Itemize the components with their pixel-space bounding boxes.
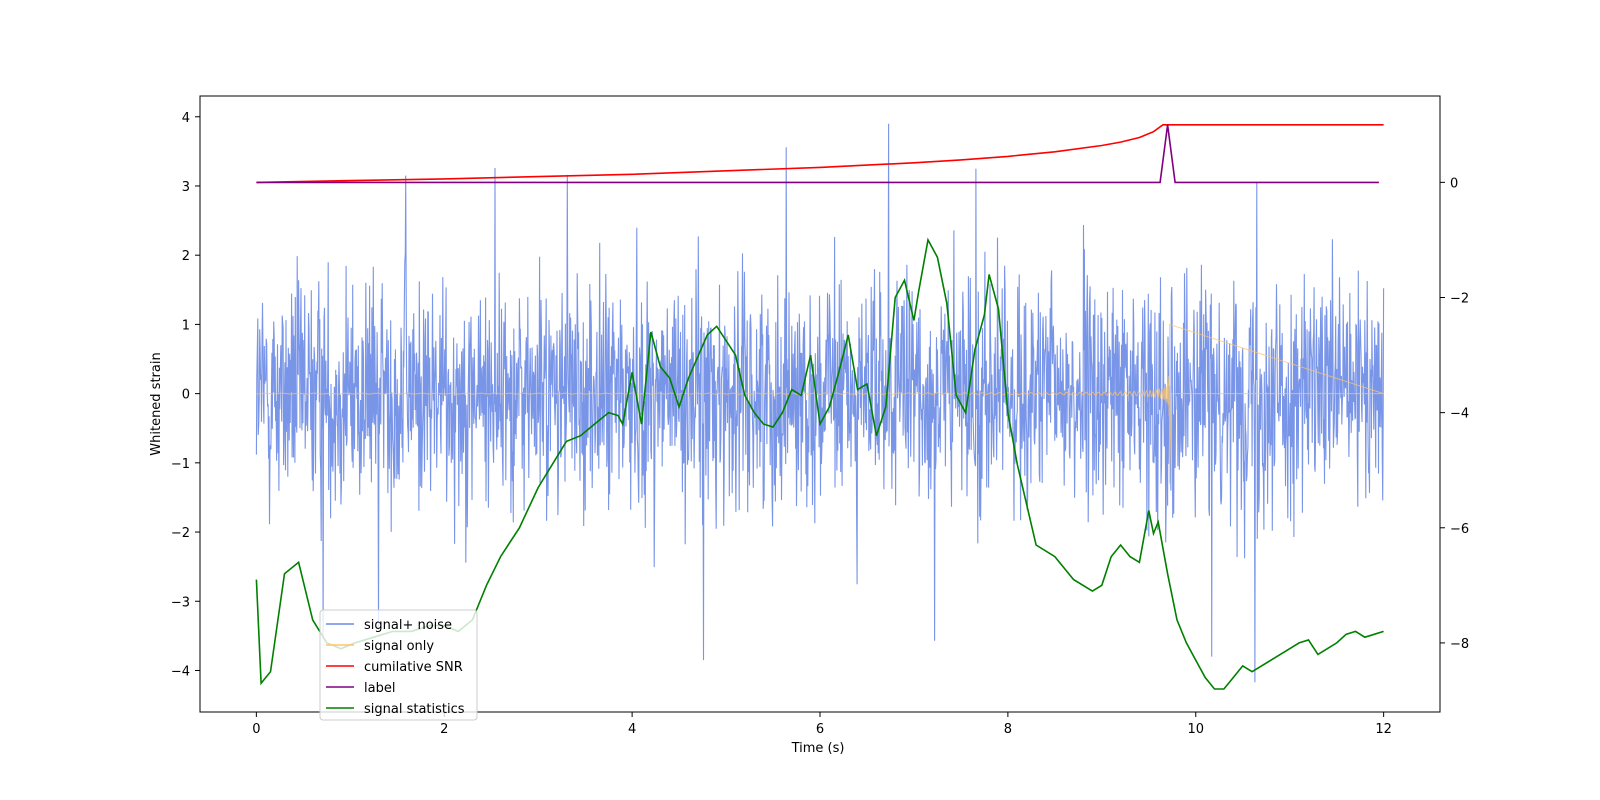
signal-statistics-line (255, 237, 1384, 690)
x-tick-label: 8 (1004, 722, 1012, 737)
y-tick-label: −2 (171, 526, 190, 541)
legend-box (319, 609, 478, 721)
legend-label-label: label (364, 681, 395, 696)
x-tick-label: 12 (1375, 722, 1392, 737)
y2-tick-label: −6 (1450, 522, 1469, 537)
y-tick-label: −4 (171, 664, 190, 679)
y2-tick-label: −4 (1450, 407, 1469, 422)
y2-tick-label: −8 (1450, 637, 1469, 652)
label-line (256, 124, 1379, 184)
x-tick-label: 0 (252, 722, 260, 737)
y-tick-label: 4 (182, 111, 190, 126)
legend-label-signal-noise: signal+ noise (364, 618, 452, 633)
legend-label-signal-only: signal only (364, 639, 434, 654)
y-tick-label: 1 (182, 318, 190, 333)
y-tick-label: −1 (171, 457, 190, 472)
x-tick-label: 6 (816, 722, 824, 737)
y-tick-label: 0 (182, 388, 190, 403)
signal-noise-line (255, 123, 1385, 683)
legend-label-cumulative-snr: cumilative SNR (364, 660, 463, 675)
signal-noise-series (255, 123, 1385, 683)
y-tick-label: −3 (171, 595, 190, 610)
legend-label-signal-statistics: signal statistics (364, 702, 465, 717)
y-tick-label: 3 (182, 180, 190, 195)
y2-tick-label: 0 (1450, 176, 1458, 191)
y-axis-label: Whitened strain (149, 352, 164, 455)
legend: signal+ noise signal only cumilative SNR… (319, 609, 478, 721)
signal-only-line (256, 323, 1384, 484)
cumulative-snr-line (256, 124, 1384, 184)
y-tick-label: 2 (182, 249, 190, 264)
y2-tick-label: −2 (1450, 291, 1469, 306)
line-series-group (255, 124, 1384, 690)
signal-only-series (256, 323, 1384, 484)
x-axis-label: Time (s) (791, 741, 845, 756)
x-tick-label: 2 (440, 722, 448, 737)
x-tick-label: 4 (628, 722, 636, 737)
x-tick-label: 10 (1187, 722, 1204, 737)
